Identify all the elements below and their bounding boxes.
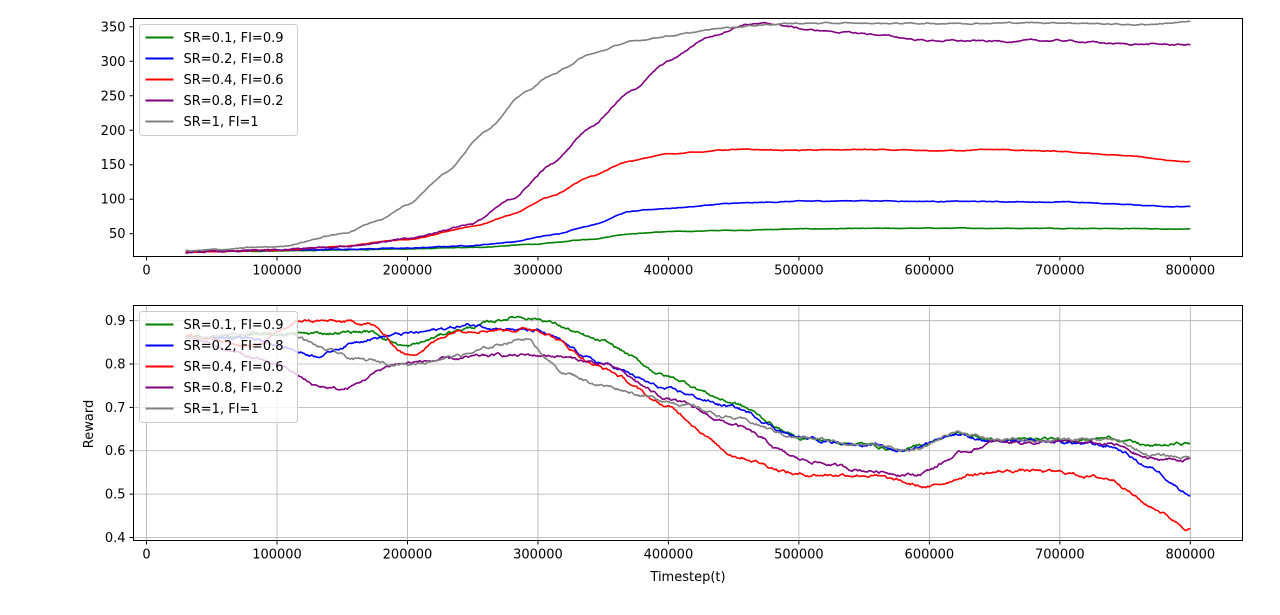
series-line (185, 315, 1191, 452)
legend-box (139, 311, 298, 423)
legend-label: SR=0.2, FI=0.8 (184, 339, 284, 354)
x-tick-label: 300000 (513, 264, 563, 279)
x-tick-label: 100000 (252, 548, 302, 563)
legend-label: SR=0.4, FI=0.6 (184, 360, 284, 375)
y-tick-label: 300 (101, 55, 126, 70)
legend-label: SR=0.8, FI=0.2 (184, 381, 284, 396)
y-axis-label: Reward (82, 400, 97, 448)
x-tick-label: 500000 (774, 264, 824, 279)
x-tick-label: 600000 (905, 548, 955, 563)
legend-label: SR=1, FI=1 (184, 402, 259, 417)
top-chart: 0 100000 200000 300000 400000 500000 600000 700… (101, 18, 1243, 279)
y-tick-label: 0.9 (105, 314, 126, 329)
bottom-legend: SR=0.1, FI=0.9 SR=0.2, FI=0.8 SR=0.4, FI=0… (139, 311, 298, 423)
legend-label: SR=0.1, FI=0.9 (184, 318, 284, 333)
x-tick-label: 800000 (1165, 548, 1215, 563)
x-tick-label: 200000 (383, 264, 433, 279)
y-tick-label: 100 (101, 193, 126, 208)
y-tick-label: 250 (101, 89, 126, 104)
bottom-plot-area (133, 305, 1243, 541)
x-tick-label: 700000 (1035, 548, 1085, 563)
y-tick-label: 0.5 (105, 488, 126, 503)
legend-label: SR=0.2, FI=0.8 (184, 52, 284, 67)
top-plot-frame (133, 18, 1243, 257)
bottom-x-ticks: 0 100000 200000 300000 400000 500000 600000 700… (142, 540, 1215, 563)
x-tick-label: 200000 (383, 548, 433, 563)
series-line (185, 318, 1191, 532)
x-tick-label: 0 (142, 548, 150, 563)
bottom-series-lines (185, 315, 1191, 532)
x-tick-label: 800000 (1165, 264, 1215, 279)
legend-label: SR=0.8, FI=0.2 (184, 94, 284, 109)
x-tick-label: 0 (142, 264, 150, 279)
series-line (185, 20, 1191, 252)
y-tick-label: 200 (101, 124, 126, 139)
bottom-chart: 0 100000 200000 300000 400000 500000 600000 700… (82, 305, 1243, 585)
x-tick-label: 100000 (252, 264, 302, 279)
series-line (185, 199, 1191, 254)
y-tick-label: 150 (101, 158, 126, 173)
y-tick-label: 0.8 (105, 358, 126, 373)
y-tick-label: 50 (109, 227, 126, 242)
legend-label: SR=0.1, FI=0.9 (184, 31, 284, 46)
y-tick-label: 0.6 (105, 444, 126, 459)
x-tick-label: 300000 (513, 548, 563, 563)
x-tick-label: 400000 (644, 264, 694, 279)
x-tick-label: 400000 (644, 548, 694, 563)
y-tick-label: 350 (101, 20, 126, 35)
x-tick-label: 600000 (905, 264, 955, 279)
x-tick-label: 700000 (1035, 264, 1085, 279)
top-legend: SR=0.1, FI=0.9 SR=0.2, FI=0.8 SR=0.4, FI=0… (139, 24, 298, 136)
x-tick-label: 500000 (774, 548, 824, 563)
legend-label: SR=0.4, FI=0.6 (184, 73, 284, 88)
y-tick-label: 0.7 (105, 401, 126, 416)
top-plot-area (133, 18, 1243, 257)
bottom-plot-frame (133, 305, 1243, 541)
series-line (185, 330, 1191, 460)
top-y-ticks: 50 100 150 200 250 300 350 (101, 20, 134, 242)
y-tick-label: 0.4 (105, 531, 126, 546)
legend-box (139, 24, 298, 136)
top-x-ticks: 0 100000 200000 300000 400000 500000 600000 700… (142, 256, 1215, 279)
bottom-y-ticks: 0.4 0.5 0.6 0.7 0.8 0.9 (105, 314, 134, 546)
series-line (185, 21, 1191, 254)
legend-label: SR=1, FI=1 (184, 115, 259, 130)
top-series-lines (185, 20, 1191, 254)
x-axis-label: Timestep(t) (649, 570, 725, 585)
